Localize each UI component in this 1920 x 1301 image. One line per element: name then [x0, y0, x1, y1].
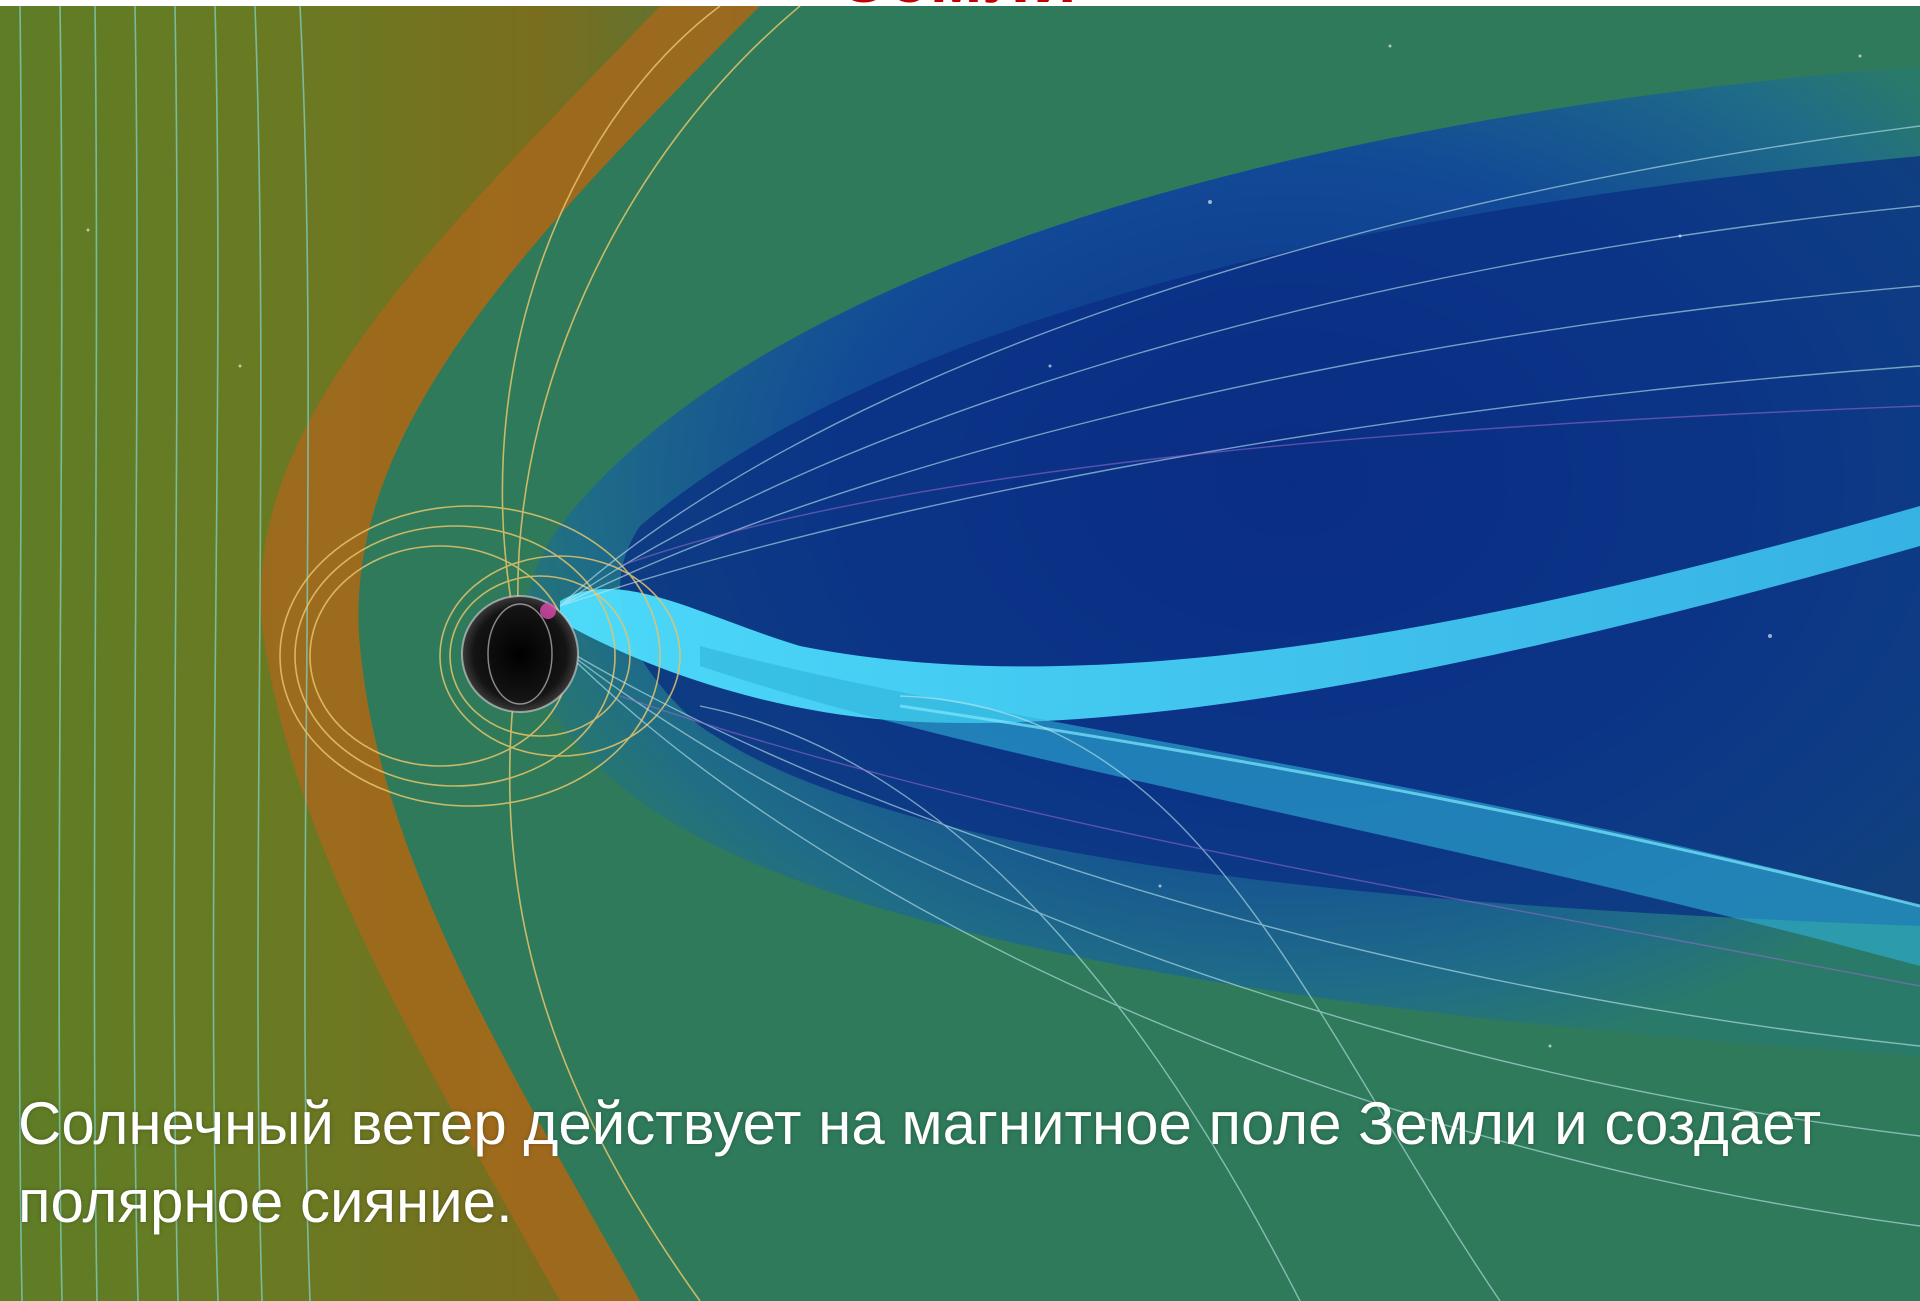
earth-icon: [461, 595, 579, 713]
caption-line-1: Солнечный ветер действует на магнитное п…: [18, 1090, 1822, 1157]
plasma-sheet: [560, 506, 1920, 724]
dipole-field-lines: [279, 6, 801, 1301]
stars: [86, 44, 1862, 1048]
caption-line-2: полярное сияние.: [18, 1168, 513, 1235]
slide-caption: Солнечный ветер действует на магнитное п…: [18, 1085, 1918, 1241]
solar-wind-field-lines: [18, 6, 311, 1301]
magnetosphere-illustration: [0, 6, 1920, 1301]
slide-title-fragment: Земли: [0, 0, 1920, 14]
